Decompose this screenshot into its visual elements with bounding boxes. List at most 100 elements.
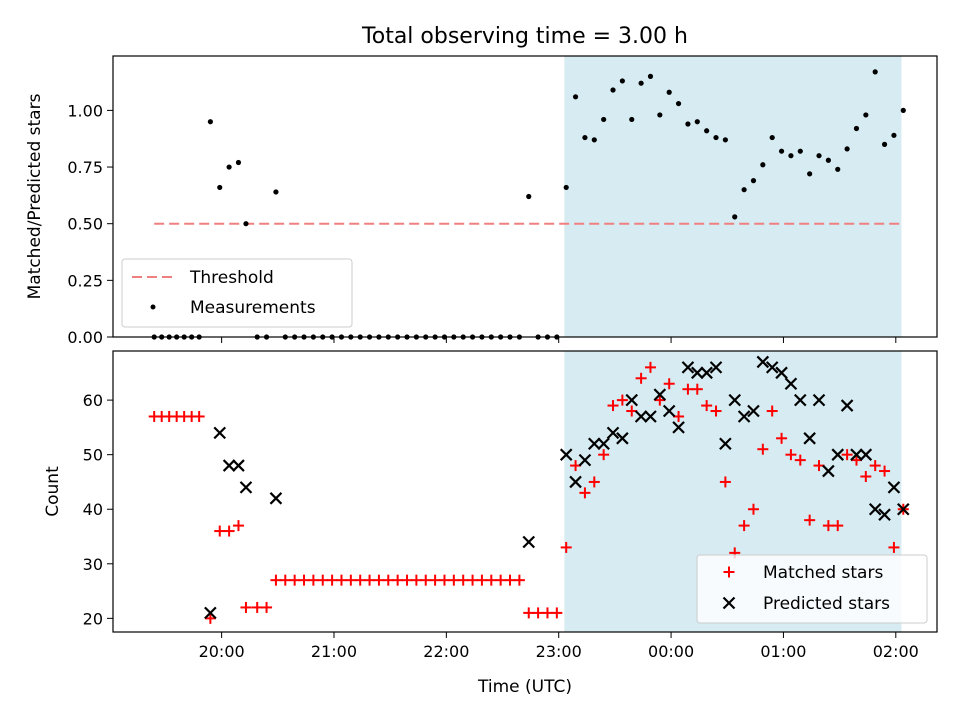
predicted-star-point xyxy=(887,481,901,494)
measurement-point xyxy=(638,80,644,86)
predicted-star-point xyxy=(681,361,695,374)
matched-star-point xyxy=(785,449,797,461)
matched-star-point xyxy=(794,454,806,466)
plot-frame-top xyxy=(112,55,938,338)
predicted-star-point xyxy=(672,421,685,434)
matched-star-point xyxy=(429,574,441,586)
predicted-star-point xyxy=(719,437,732,451)
matched-star-point xyxy=(879,465,891,477)
measurement-point xyxy=(273,189,279,195)
y-tick-label: 0.50 xyxy=(67,215,103,234)
legend-predicted-swatch xyxy=(722,596,736,610)
predicted-star-point xyxy=(747,404,760,418)
matched-star-point xyxy=(804,514,816,526)
measurement-point xyxy=(788,153,794,159)
matched-star-point xyxy=(193,410,205,422)
legend-box-bottom xyxy=(696,554,928,624)
matched-star-point xyxy=(570,460,582,472)
matched-star-point xyxy=(579,487,591,499)
measurement-point xyxy=(844,146,850,152)
matched-star-point xyxy=(240,601,252,613)
predicted-star-point xyxy=(794,393,807,407)
predicted-star-points xyxy=(204,355,910,620)
measurement-point xyxy=(563,184,569,191)
measurement-point xyxy=(647,73,654,79)
measurement-points xyxy=(151,69,906,340)
x-axis-label: Time (UTC) xyxy=(477,677,572,697)
y-tick-label: 1.00 xyxy=(67,101,103,120)
predicted-star-point xyxy=(644,410,657,423)
measurement-point xyxy=(769,134,775,141)
x-tick-label: 21:00 xyxy=(311,642,357,661)
predicted-star-point xyxy=(728,393,742,407)
predicted-star-point xyxy=(606,426,620,440)
matched-star-point xyxy=(710,405,722,417)
measurement-point xyxy=(685,121,691,127)
matched-star-point xyxy=(747,503,759,515)
matched-star-point xyxy=(888,541,900,553)
matched-star-point xyxy=(457,574,469,586)
predicted-star-point xyxy=(616,432,629,445)
measurement-point xyxy=(713,134,719,141)
y-tick-label: 50 xyxy=(83,446,103,465)
predicted-star-point xyxy=(878,508,891,521)
predicted-star-point xyxy=(634,410,648,423)
matched-star-point xyxy=(401,574,413,586)
measurement-point xyxy=(217,184,223,191)
matched-star-point xyxy=(448,574,460,586)
measurement-point xyxy=(778,148,785,154)
measurement-point xyxy=(722,137,728,143)
measurement-point xyxy=(891,132,897,138)
predicted-star-point xyxy=(522,535,536,549)
matched-star-point xyxy=(663,378,675,390)
observing-span-top xyxy=(564,56,902,337)
matched-star-point xyxy=(392,574,404,586)
measurement-point xyxy=(863,112,869,118)
legend-predicted-marker xyxy=(722,596,736,610)
matched-star-point xyxy=(307,574,319,586)
predicted-star-point xyxy=(222,459,236,472)
matched-star-point xyxy=(495,574,507,586)
measurement-point xyxy=(207,119,213,125)
predicted-star-point xyxy=(897,502,910,516)
matched-star-point xyxy=(682,383,694,395)
legend-measurements-swatch xyxy=(150,304,156,310)
matched-star-point xyxy=(691,383,703,395)
y-tick-label: 0.25 xyxy=(67,271,103,290)
matched-star-point xyxy=(420,574,432,586)
x-tick-label: 02:00 xyxy=(873,642,919,661)
matched-star-point xyxy=(373,574,385,586)
y-tick-label: 60 xyxy=(83,391,103,410)
matched-star-point xyxy=(279,574,291,586)
predicted-star-point xyxy=(803,432,816,445)
predicted-star-point xyxy=(662,404,676,418)
predicted-star-point xyxy=(784,377,798,391)
measurement-point xyxy=(657,112,663,118)
matched-star-point xyxy=(476,574,488,586)
matched-star-point xyxy=(532,607,544,619)
matched-star-point xyxy=(766,405,778,417)
matched-star-point xyxy=(364,574,376,586)
measurement-point xyxy=(629,116,635,123)
matched-star-point xyxy=(673,410,685,422)
matched-star-point xyxy=(551,607,563,619)
matched-star-point xyxy=(626,405,638,417)
matched-star-point xyxy=(616,394,628,406)
matched-star-point xyxy=(223,525,235,537)
measurement-point xyxy=(582,134,588,141)
y-axis-label-bottom: Count xyxy=(43,466,63,517)
matched-star-points xyxy=(148,361,909,624)
y-tick-label: 30 xyxy=(83,555,103,574)
x-tick-label: 00:00 xyxy=(648,642,694,661)
y-tick-label: 40 xyxy=(83,500,103,519)
predicted-star-point xyxy=(588,437,601,451)
matched-star-point xyxy=(523,607,535,619)
predicted-star-point xyxy=(812,393,826,407)
legend-matched-swatch xyxy=(723,566,735,578)
ratio-panel: 0.00 0.25 0.50 0.75 1.00 Matched/Predicted s… xyxy=(25,55,938,347)
y-tick-label: 0.00 xyxy=(67,328,103,347)
matched-star-point xyxy=(654,394,666,406)
legend-matched-marker xyxy=(723,566,735,578)
predicted-star-point xyxy=(840,399,854,412)
